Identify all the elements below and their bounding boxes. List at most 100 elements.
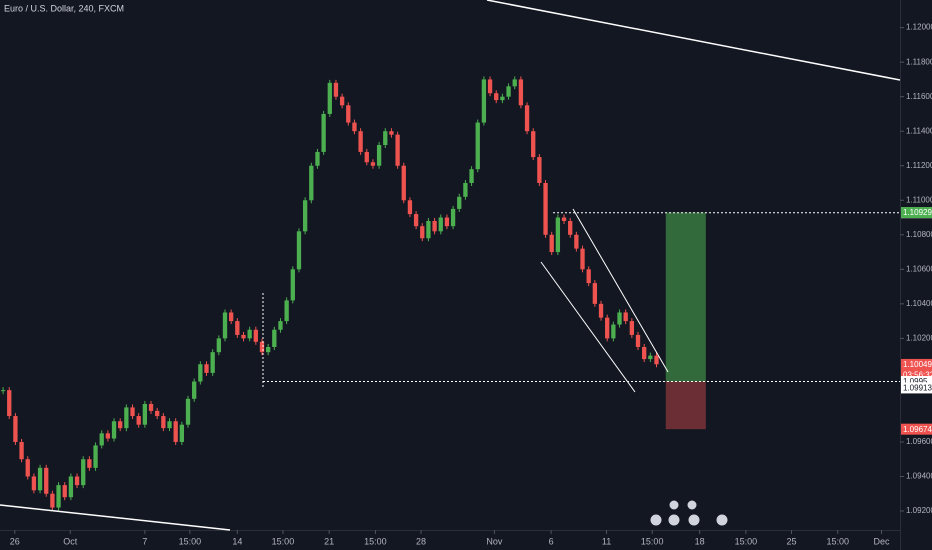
candle-body (586, 269, 591, 284)
x-tick-label: 6 (549, 536, 554, 546)
y-tick-label: 1.11600 (906, 92, 932, 101)
candle-body (222, 312, 228, 339)
candle-body (642, 347, 647, 360)
candle-body (253, 329, 258, 342)
candle-body (475, 122, 480, 170)
channel-line (572, 208, 669, 373)
candle-body (389, 131, 394, 135)
candle-body (524, 105, 530, 132)
candle-body (31, 476, 37, 491)
candle-body (309, 165, 314, 201)
x-tick-label: 15:00 (272, 536, 295, 546)
candle-body (284, 300, 289, 322)
candle-body (155, 410, 160, 417)
candle-body (321, 113, 326, 152)
candle-body (487, 79, 493, 94)
candle-body (648, 355, 653, 360)
plot (0, 76, 706, 511)
candle-body (531, 131, 536, 158)
price-label-bg (901, 423, 932, 435)
candle-body (111, 421, 117, 439)
candle-body (68, 476, 74, 498)
candle-body (50, 493, 55, 508)
candle-body (241, 334, 246, 339)
candle-body (555, 217, 561, 253)
position-loss (665, 381, 706, 430)
position-profit (665, 212, 706, 382)
candle-body (296, 231, 302, 270)
candle-body (401, 165, 406, 201)
x-tick-label: 15:00 (641, 536, 664, 546)
candle-body (463, 182, 468, 197)
candle-body (161, 416, 166, 429)
candle-body (62, 485, 67, 498)
candle-body (481, 79, 487, 123)
candle-body (629, 321, 635, 335)
x-tick-label: 14 (232, 536, 242, 546)
candle-body (457, 196, 462, 209)
candle-body (432, 220, 437, 232)
x-tick-label: 15:00 (364, 536, 387, 546)
candle-body (99, 433, 104, 446)
y-tick-label: 1.10200 (906, 333, 932, 342)
candle-body (654, 355, 659, 365)
candle-body (574, 234, 579, 249)
x-tick-label: Dec (873, 536, 890, 546)
x-tick-label: 15:00 (735, 536, 758, 546)
candle-body (358, 131, 363, 152)
candle-body (395, 134, 400, 166)
candle-body (7, 390, 12, 417)
candle-body (611, 324, 616, 339)
x-tick-label: Oct (63, 536, 78, 546)
price-label: 1.10929 (903, 208, 932, 217)
candle-body (235, 321, 240, 335)
chart-title: Euro / U.S. Dollar, 240, FXCM (4, 3, 124, 13)
candle-body (87, 459, 92, 468)
candle-body (265, 347, 271, 353)
candle-body (592, 283, 598, 304)
candle-body (598, 303, 604, 318)
x-tick-label: 7 (142, 536, 147, 546)
candle-body (278, 321, 283, 330)
candle-body (44, 467, 49, 494)
candle-body (376, 145, 382, 166)
y-tick-label: 1.09400 (906, 472, 932, 481)
y-tick-label: 1.11000 (906, 195, 932, 204)
candle-body (444, 217, 450, 227)
candle-body (148, 403, 154, 411)
candle-body (333, 82, 339, 97)
candle-body (290, 269, 295, 301)
candle-body (19, 441, 24, 460)
candle-body (549, 234, 554, 253)
candle-body (426, 220, 431, 239)
candle-body (605, 317, 610, 339)
candle-body (124, 407, 129, 429)
price-label: 1.09913 (903, 384, 932, 393)
price-label-bg (901, 376, 932, 388)
candle-body (216, 338, 221, 353)
candle-body (13, 416, 18, 442)
price-label-bg (901, 358, 932, 381)
countdown: 03:56:32 (903, 371, 932, 380)
candle-body (537, 157, 542, 183)
candle-body (192, 381, 197, 399)
trend-line (486, 0, 901, 81)
candle-body (105, 433, 111, 439)
candle-body (272, 329, 277, 348)
x-tick-label: Nov (486, 536, 503, 546)
x-tick-label: 28 (416, 536, 426, 546)
price-label: 1.09674 (903, 425, 932, 434)
price-label: 1.0995 (903, 377, 928, 386)
candle-body (580, 248, 585, 270)
candle-body (179, 424, 185, 442)
y-tick-label: 1.10600 (906, 264, 932, 273)
candle-body (543, 182, 548, 235)
candle-body (93, 445, 98, 468)
candle-body (142, 403, 148, 425)
candle-body (339, 96, 345, 106)
candle-body (118, 421, 123, 429)
y-tick-label: 1.11800 (906, 57, 932, 66)
candle-body (74, 476, 80, 486)
y-tick-label: 1.09200 (906, 506, 932, 515)
channel-line (540, 261, 636, 393)
